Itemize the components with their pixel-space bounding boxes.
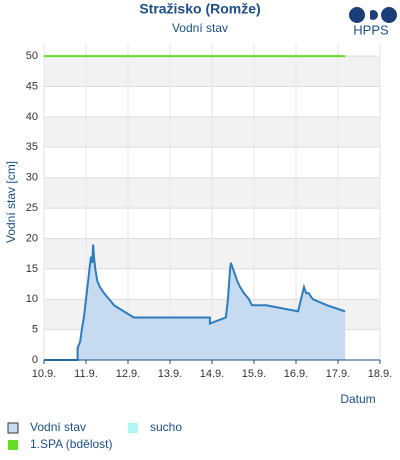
y-tick-label: 30 — [26, 172, 38, 184]
x-tick-label: 11.9. — [74, 368, 98, 380]
x-tick-label: 17.9. — [326, 368, 350, 380]
chart-subtitle: Vodní stav — [172, 21, 228, 35]
y-tick-label: 10 — [26, 293, 38, 305]
legend-label: 1.SPA (bdělost) — [30, 437, 113, 451]
y-tick-label: 15 — [26, 263, 38, 275]
y-tick-label: 25 — [26, 202, 38, 214]
y-tick-label: 45 — [26, 80, 38, 92]
x-tick-label: 12.9. — [116, 368, 140, 380]
y-tick-label: 40 — [26, 111, 38, 123]
legend-marker — [7, 422, 19, 434]
x-tick-label: 16.9. — [284, 368, 308, 380]
x-tick-label: 14.9. — [200, 368, 224, 380]
x-tick-label: 15.9. — [242, 368, 266, 380]
y-tick-label: 50 — [26, 50, 38, 62]
series-line — [44, 244, 346, 361]
x-tick-label: 13.9. — [158, 368, 182, 380]
logo-icon — [349, 7, 397, 23]
legend-marker — [128, 423, 138, 433]
y-axis-title: Vodní stav [cm] — [4, 161, 18, 243]
chart-title: Stražisko (Romže) — [139, 1, 260, 17]
legend-marker — [8, 440, 18, 450]
y-tick-label: 20 — [26, 232, 38, 244]
y-tick-label: 0 — [32, 354, 38, 366]
series-area — [44, 244, 346, 360]
y-tick-label: 35 — [26, 141, 38, 153]
x-axis-title: Datum — [340, 392, 375, 406]
y-tick-label: 5 — [32, 324, 38, 336]
legend-label: sucho — [150, 420, 182, 434]
x-tick-label: 18.9. — [368, 368, 392, 380]
x-tick-label: 10.9. — [32, 368, 56, 380]
legend-label: Vodní stav — [30, 420, 86, 434]
logo-text: HPPS — [353, 22, 389, 37]
